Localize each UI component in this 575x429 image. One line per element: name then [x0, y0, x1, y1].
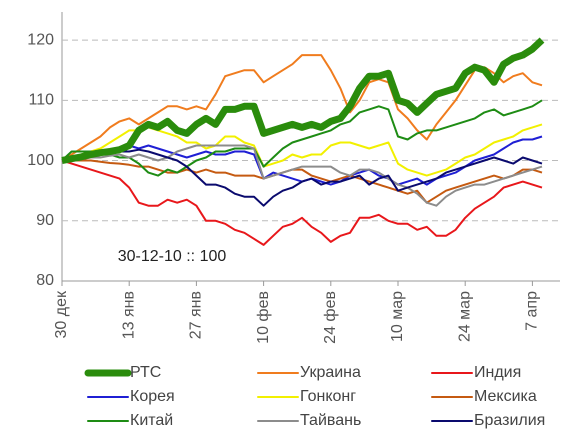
x-tick-label: 10 фев: [255, 291, 272, 344]
x-tick-label: 13 янв: [120, 291, 137, 339]
legend-label: Бразилия: [474, 412, 545, 429]
legend-label: Корея: [130, 388, 175, 405]
x-tick-label: 30 дек: [53, 290, 70, 338]
x-tick-label: 24 фев: [322, 291, 339, 344]
x-tick-label: 10 мар: [389, 291, 406, 342]
series-line: [61, 148, 543, 207]
series-line: [62, 144, 543, 207]
legend-label: Тайвань: [300, 412, 361, 429]
x-tick-label: 7 апр: [524, 291, 541, 331]
y-tick-label: 110: [28, 92, 54, 109]
legend-label: Китай: [130, 412, 173, 429]
y-tick-label: 90: [36, 212, 54, 229]
legend-label: РТС: [130, 364, 161, 381]
y-tick-label: 100: [27, 152, 54, 169]
series-line: [61, 37, 545, 164]
series-line: [61, 99, 543, 177]
series-line: [61, 54, 543, 162]
y-tick-label: 80: [36, 272, 54, 289]
x-tick-label: 24 мар: [456, 291, 473, 342]
legend-label: Украина: [300, 364, 361, 381]
legend-label: Мексика: [474, 388, 537, 405]
legend-label: Гонконг: [300, 388, 356, 405]
y-tick-label: 120: [27, 31, 54, 48]
x-tick-label: 27 янв: [188, 291, 205, 339]
series-line: [61, 159, 543, 246]
legend-label: Индия: [474, 364, 521, 381]
annotation: 30-12-10 :: 100: [118, 248, 227, 265]
